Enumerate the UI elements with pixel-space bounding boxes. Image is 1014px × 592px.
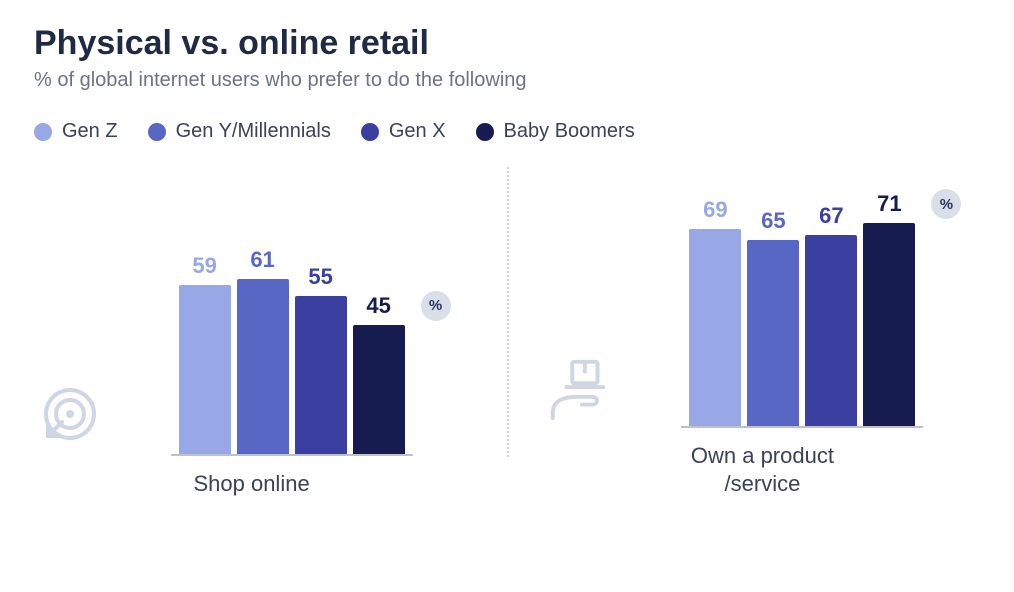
bar: [863, 223, 915, 426]
bar-value-label: 45: [366, 293, 390, 319]
legend-item: Gen X: [361, 120, 446, 143]
bars-area: 59 61 55 45%: [34, 247, 469, 455]
chart-panel-shop-online: 59 61 55 45% Shop online: [34, 247, 469, 497]
legend: Gen Z Gen Y/Millennials Gen X Baby Boomers: [34, 120, 980, 143]
target-click-icon: [36, 384, 102, 450]
bar-wrap: 69: [689, 197, 741, 426]
bar: [237, 279, 289, 453]
legend-swatch: [34, 123, 52, 141]
bar-value-label: 55: [308, 264, 332, 290]
legend-label: Gen X: [389, 120, 446, 143]
bar-wrap: 65: [747, 208, 799, 426]
bar-value-label: 69: [703, 197, 727, 223]
legend-item: Baby Boomers: [476, 120, 635, 143]
page-subtitle: % of global internet users who prefer to…: [34, 69, 980, 92]
bar-group: 59615545%: [171, 247, 413, 455]
hand-package-icon-slot: [545, 354, 615, 424]
bar-value-label: 59: [192, 253, 216, 279]
target-click-icon-slot: [34, 382, 104, 452]
panel-divider: [507, 167, 509, 457]
bar-wrap: 67: [805, 203, 857, 426]
bar: [689, 229, 741, 426]
page-title: Physical vs. online retail: [34, 24, 980, 63]
bars-area: 69 65 67 71%: [545, 191, 980, 428]
bar-wrap: 55: [295, 264, 347, 453]
infographic: Physical vs. online retail % of global i…: [0, 0, 1014, 592]
bar-wrap: 61: [237, 247, 289, 453]
bar: [805, 235, 857, 426]
chart-caption: Shop online: [193, 470, 309, 498]
percent-badge: %: [421, 291, 451, 321]
legend-item: Gen Y/Millennials: [148, 120, 331, 143]
bar: [179, 285, 231, 454]
legend-swatch: [476, 123, 494, 141]
legend-label: Gen Y/Millennials: [176, 120, 331, 143]
bar-value-label: 67: [819, 203, 843, 229]
bar-wrap: 71: [863, 191, 915, 426]
bar-value-label: 61: [250, 247, 274, 273]
legend-item: Gen Z: [34, 120, 118, 143]
bar: [747, 240, 799, 426]
legend-label: Gen Z: [62, 120, 118, 143]
bar-value-label: 65: [761, 208, 785, 234]
legend-swatch: [148, 123, 166, 141]
bar: [295, 296, 347, 453]
bar: [353, 325, 405, 454]
hand-package-icon: [545, 357, 615, 421]
bar-wrap: 45: [353, 293, 405, 454]
bar-wrap: 59: [179, 253, 231, 454]
chart-caption: Own a product/service: [691, 442, 834, 497]
legend-label: Baby Boomers: [504, 120, 635, 143]
percent-badge: %: [931, 189, 961, 219]
bar-group: 69656771%: [681, 191, 923, 428]
bar-value-label: 71: [877, 191, 901, 217]
chart-panel-own-product: 69 65 67 71% Own a product/service: [545, 191, 980, 497]
legend-swatch: [361, 123, 379, 141]
charts-row: 59 61 55 45% Shop online 69 65 67 71% Own a prod…: [34, 167, 980, 497]
